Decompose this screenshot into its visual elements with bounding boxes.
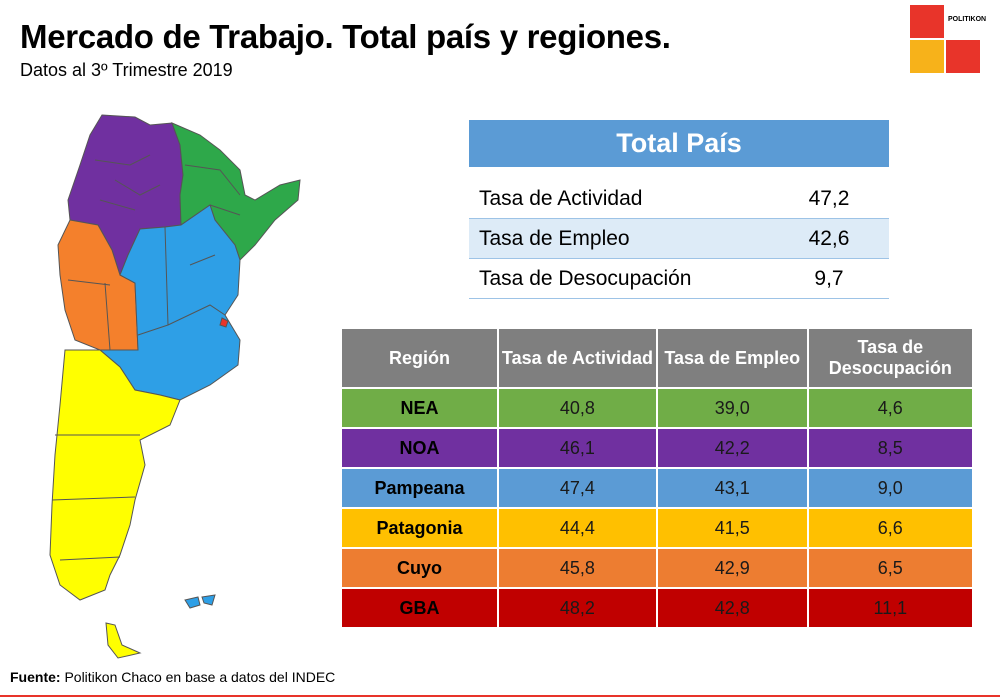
header-region: Región <box>342 329 498 387</box>
region-table: Región Tasa de Actividad Tasa de Empleo … <box>340 327 974 629</box>
page-title: Mercado de Trabajo. Total país y regione… <box>20 18 671 55</box>
total-row-value: 42,6 <box>808 226 850 250</box>
region-name-cell: NEA <box>342 389 498 427</box>
map-region-pampeana <box>98 204 241 401</box>
total-row-empleo: Tasa de Empleo 42,6 <box>469 219 889 259</box>
map-region-patagonia <box>49 349 181 601</box>
table-row: NEA 40,8 39,0 4,6 <box>342 389 972 427</box>
region-table-header: Región Tasa de Actividad Tasa de Empleo … <box>342 329 972 387</box>
map-tierra-del-fuego <box>105 622 142 659</box>
header-desocupacion: Tasa de Desocupación <box>808 329 972 387</box>
total-row-value: 9,7 <box>814 266 844 290</box>
region-name-cell: Cuyo <box>342 549 498 587</box>
logo-square-yellow <box>910 40 944 73</box>
map-malvinas <box>184 594 216 609</box>
total-row-desocupacion: Tasa de Desocupación 9,7 <box>469 259 889 299</box>
total-pais-table: Total País Tasa de Actividad 47,2 Tasa d… <box>469 120 889 299</box>
region-value-desocupacion: 6,5 <box>808 549 972 587</box>
region-name-cell: NOA <box>342 429 498 467</box>
region-value-desocupacion: 9,0 <box>808 469 972 507</box>
argentina-regions-map <box>49 114 301 659</box>
region-name-cell: GBA <box>342 589 498 627</box>
logo-square-white <box>946 5 980 38</box>
region-value-desocupacion: 8,5 <box>808 429 972 467</box>
region-value-actividad: 40,8 <box>499 389 656 427</box>
logo-square-red-2 <box>946 40 980 73</box>
region-value-actividad: 48,2 <box>499 589 656 627</box>
map-region-gba <box>219 317 229 328</box>
region-value-empleo: 42,2 <box>657 429 807 467</box>
table-row: Cuyo 45,8 42,9 6,5 <box>342 549 972 587</box>
source-label: Fuente: <box>10 669 61 685</box>
total-pais-title: Total País <box>469 120 889 167</box>
total-row-actividad: Tasa de Actividad 47,2 <box>469 179 889 219</box>
total-row-label: Tasa de Desocupación <box>479 266 692 290</box>
region-value-empleo: 43,1 <box>657 469 807 507</box>
region-value-actividad: 46,1 <box>499 429 656 467</box>
total-row-label: Tasa de Empleo <box>479 226 630 250</box>
table-row: GBA 48,2 42,8 11,1 <box>342 589 972 627</box>
header-empleo: Tasa de Empleo <box>657 329 807 387</box>
table-row: Patagonia 44,4 41,5 6,6 <box>342 509 972 547</box>
region-name-cell: Patagonia <box>342 509 498 547</box>
region-value-desocupacion: 6,6 <box>808 509 972 547</box>
region-value-actividad: 44,4 <box>499 509 656 547</box>
page-subtitle: Datos al 3º Trimestre 2019 <box>20 60 233 80</box>
total-row-label: Tasa de Actividad <box>479 186 643 210</box>
map-region-nea <box>171 122 301 261</box>
footer-divider <box>0 695 1000 697</box>
table-row: Pampeana 47,4 43,1 9,0 <box>342 469 972 507</box>
source-text: Politikon Chaco en base a datos del INDE… <box>60 669 336 685</box>
total-row-value: 47,2 <box>808 186 850 210</box>
source-footer: Fuente: Politikon Chaco en base a datos … <box>10 669 335 685</box>
region-value-actividad: 45,8 <box>499 549 656 587</box>
header-actividad: Tasa de Actividad <box>499 329 656 387</box>
region-name-cell: Pampeana <box>342 469 498 507</box>
logo-text: POLITIKON <box>948 16 987 23</box>
region-value-desocupacion: 11,1 <box>808 589 972 627</box>
table-row: NOA 46,1 42,2 8,5 <box>342 429 972 467</box>
region-value-empleo: 42,9 <box>657 549 807 587</box>
region-value-desocupacion: 4,6 <box>808 389 972 427</box>
region-value-empleo: 41,5 <box>657 509 807 547</box>
logo-square-red <box>910 5 944 38</box>
region-value-empleo: 42,8 <box>657 589 807 627</box>
region-value-empleo: 39,0 <box>657 389 807 427</box>
politikon-logo: POLITIKON <box>910 5 986 73</box>
region-value-actividad: 47,4 <box>499 469 656 507</box>
